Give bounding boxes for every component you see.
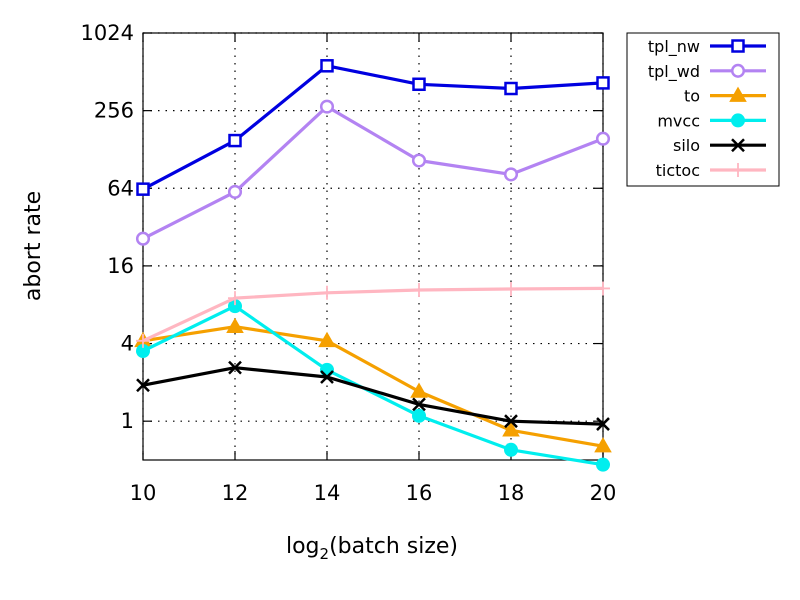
- data-point-silo: [320, 370, 334, 384]
- series-line-tpl_nw: [142, 64, 604, 191]
- data-point-mvcc: [320, 362, 334, 377]
- x-tick-label: 10: [130, 481, 157, 505]
- data-point-to: [502, 421, 520, 437]
- data-point-tictoc: [228, 291, 242, 306]
- data-point-mvcc: [504, 442, 518, 457]
- y-tick-label: 1024: [81, 21, 134, 45]
- y-axis-title: abort rate: [21, 191, 46, 301]
- plot-frame: [142, 32, 604, 461]
- x-tick-label: 18: [498, 481, 525, 505]
- series-tpl_wd: [135, 99, 611, 246]
- data-point-to: [410, 382, 428, 398]
- legend-label: tpl_wd: [648, 62, 700, 82]
- x-tick-label: 12: [222, 481, 249, 505]
- series-tpl_nw: [136, 59, 610, 196]
- legend-label: mvcc: [657, 111, 700, 130]
- x-tick-label: 16: [406, 481, 433, 505]
- legend-marker-tpl_wd: [730, 63, 746, 78]
- data-point-tictoc: [320, 285, 334, 300]
- data-point-tpl_nw: [228, 133, 242, 148]
- series-line-tpl_wd: [142, 104, 604, 241]
- series-mvcc: [136, 299, 610, 472]
- x-tick-label: 14: [314, 481, 341, 505]
- y-tick-label: 16: [107, 254, 134, 278]
- series-tictoc: [136, 281, 610, 348]
- legend-marker-tpl_nw: [731, 39, 745, 53]
- legend-label: tpl_nw: [648, 37, 700, 57]
- legend-marker-mvcc: [731, 113, 745, 128]
- x-tick-label: 20: [590, 481, 617, 505]
- data-point-mvcc: [412, 408, 426, 423]
- x-axis-title: log2(batch size): [286, 534, 458, 563]
- series-line-mvcc: [142, 304, 604, 467]
- data-point-silo: [412, 397, 426, 412]
- data-point-silo: [596, 417, 610, 431]
- data-point-mvcc: [596, 457, 610, 472]
- data-point-tpl_wd: [227, 184, 243, 199]
- data-point-tpl_nw: [596, 76, 610, 90]
- y-tick-label: 4: [121, 332, 134, 356]
- series-line-tictoc: [142, 286, 604, 343]
- data-point-to: [318, 331, 336, 348]
- series-to: [134, 317, 612, 453]
- data-point-tpl_nw: [136, 182, 150, 196]
- data-point-tictoc: [136, 333, 150, 348]
- data-point-tpl_nw: [320, 59, 334, 73]
- series-line-silo: [142, 366, 604, 426]
- data-point-to: [594, 437, 612, 453]
- data-point-silo: [504, 414, 518, 429]
- data-point-tpl_wd: [135, 231, 151, 246]
- data-point-tpl_nw: [504, 81, 518, 96]
- series-line-to: [142, 325, 604, 448]
- legend-box: [626, 32, 780, 187]
- data-point-tpl_wd: [319, 99, 335, 114]
- data-point-tictoc: [504, 281, 518, 296]
- legend-label: to: [684, 87, 700, 106]
- data-point-mvcc: [228, 299, 242, 314]
- legend-marker-silo: [731, 138, 745, 153]
- data-point-tictoc: [412, 283, 426, 298]
- y-tick-label: 64: [107, 176, 134, 200]
- series-silo: [136, 360, 610, 431]
- data-point-tpl_wd: [503, 167, 519, 182]
- data-point-tictoc: [596, 281, 610, 296]
- data-point-tpl_wd: [411, 153, 427, 168]
- legend-marker-tictoc: [731, 163, 745, 177]
- y-tick-label: 256: [94, 99, 134, 123]
- data-point-to: [226, 317, 244, 333]
- data-point-silo: [228, 360, 242, 375]
- data-point-tpl_nw: [412, 77, 426, 92]
- y-tick-label: 1: [121, 409, 134, 433]
- series: [134, 59, 612, 472]
- data-point-silo: [136, 378, 150, 393]
- grid: [142, 32, 604, 460]
- data-point-tpl_wd: [595, 131, 611, 146]
- legend-marker-to: [729, 86, 747, 102]
- legend-label: silo: [673, 136, 700, 155]
- legend-label: tictoc: [656, 161, 700, 180]
- data-point-mvcc: [136, 344, 150, 359]
